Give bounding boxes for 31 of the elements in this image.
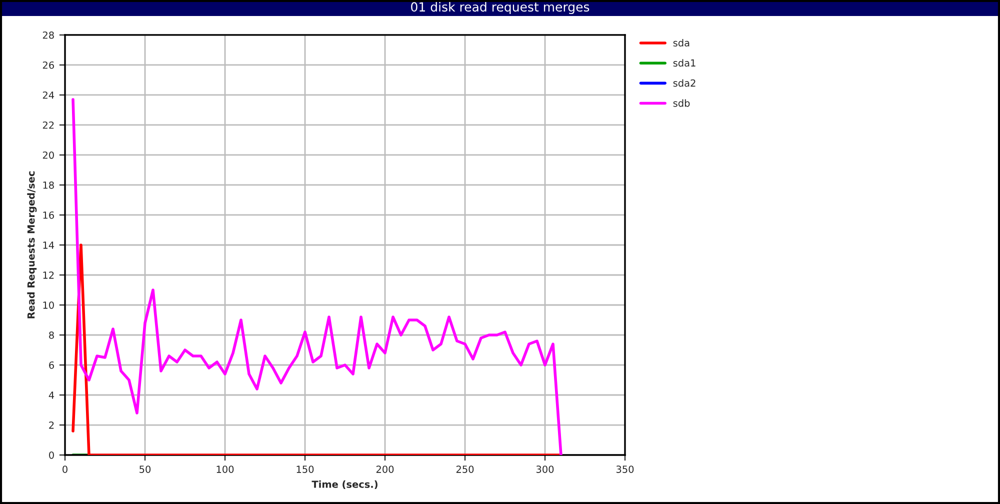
y-tick-label: 10 <box>43 301 54 309</box>
y-tick-label: 16 <box>43 211 54 219</box>
legend-label: sda <box>673 38 690 47</box>
y-tick-label: 2 <box>49 421 54 429</box>
y-tick-label: 28 <box>42 31 54 39</box>
y-tick-label: 8 <box>49 331 54 339</box>
x-tick-label: 0 <box>62 466 68 473</box>
x-tick-label: 350 <box>616 466 634 473</box>
y-tick-label: 0 <box>49 451 54 459</box>
x-tick-label: 150 <box>296 466 314 473</box>
x-tick-label: 250 <box>456 466 474 473</box>
y-tick-label: 22 <box>42 121 54 129</box>
legend-label: sda2 <box>673 79 696 87</box>
y-tick-label: 4 <box>48 392 54 399</box>
y-tick-label: 20 <box>42 151 54 159</box>
legend-label: sdb <box>673 99 690 107</box>
y-tick-label: 12 <box>43 271 54 279</box>
line-series <box>72 98 562 456</box>
y-tick-label: 14 <box>43 242 54 249</box>
y-tick-label: 18 <box>43 181 54 189</box>
legend-label: sda1 <box>673 59 696 67</box>
chart-title: 01 disk read request merges <box>411 2 590 14</box>
x-tick-label: 50 <box>140 466 151 473</box>
y-tick-label: 6 <box>49 361 54 369</box>
x-tick-label: 100 <box>216 466 234 473</box>
x-tick-label: 300 <box>536 466 554 473</box>
y-tick-label: 24 <box>42 91 54 99</box>
x-axis-title: Time (secs.) <box>312 480 378 490</box>
y-tick-label: 26 <box>42 61 54 69</box>
y-axis-title: Read Requests Merged/sec <box>27 171 37 318</box>
x-tick-label: 200 <box>376 466 394 473</box>
